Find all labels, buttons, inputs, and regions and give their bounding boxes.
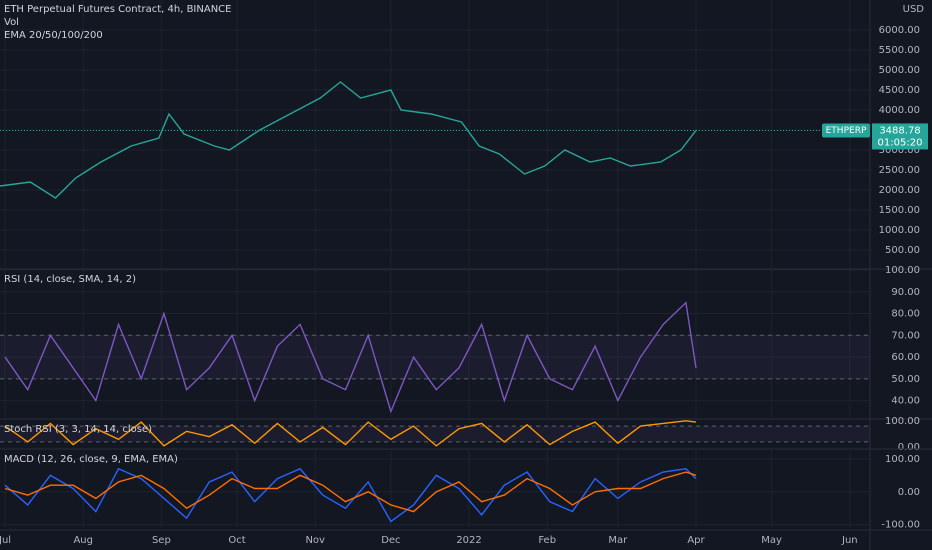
y-tick-label: 100.00: [885, 265, 920, 276]
x-tick-label: Sep: [152, 535, 171, 546]
y-tick-label: 60.00: [891, 352, 920, 363]
series-line: [4, 420, 697, 447]
y-tick-label: 1000.00: [879, 225, 920, 236]
series-line: [4, 471, 697, 513]
countdown-label: 01:05:20: [878, 137, 923, 148]
x-tick-label: Aug: [73, 535, 93, 546]
x-tick-label: May: [761, 535, 782, 546]
x-tick-label: Jun: [841, 535, 858, 546]
x-tick-label: Dec: [381, 535, 400, 546]
y-tick-label: 500.00: [885, 245, 920, 256]
y-tick-label: 80.00: [891, 309, 920, 320]
band-fill: [0, 426, 870, 442]
y-tick-label: 0.00: [898, 442, 920, 453]
y-tick-label: 6000.00: [879, 25, 920, 36]
last-price-label: 3488.78: [879, 125, 920, 136]
pane-annotation: EMA 20/50/100/200: [4, 30, 103, 41]
price-tag: [872, 123, 928, 150]
pane-title: Stoch RSI (3, 3, 14, 14, close): [4, 424, 152, 435]
y-tick-label: 90.00: [891, 287, 920, 298]
symbol-label: ETHPERP: [826, 126, 867, 136]
y-tick-label: 70.00: [891, 330, 920, 341]
axis-unit: USD: [903, 4, 925, 15]
x-tick-label: Feb: [538, 535, 556, 546]
y-tick-label: 0.00: [898, 487, 920, 498]
x-tick-label: Apr: [687, 535, 705, 546]
pane-title: ETH Perpetual Futures Contract, 4h, BINA…: [4, 4, 232, 15]
pane-title: MACD (12, 26, close, 9, EMA, EMA): [4, 454, 178, 465]
series-line: [4, 467, 697, 523]
x-tick-label: Mar: [608, 535, 628, 546]
x-tick-label: Oct: [228, 535, 245, 546]
x-tick-label: 2022: [456, 535, 481, 546]
y-tick-label: 40.00: [891, 396, 920, 407]
y-tick-label: 5500.00: [879, 45, 920, 56]
y-tick-label: 4000.00: [879, 105, 920, 116]
y-tick-label: 50.00: [891, 374, 920, 385]
y-tick-label: 2000.00: [879, 185, 920, 196]
pane-title: RSI (14, close, SMA, 14, 2): [4, 274, 136, 285]
band-fill: [0, 335, 870, 379]
y-tick-label: 100.00: [885, 416, 920, 427]
x-tick-label: Jul: [0, 535, 11, 546]
series-line: [4, 301, 697, 414]
series-line: [0, 81, 697, 199]
y-tick-label: 5000.00: [879, 65, 920, 76]
y-tick-label: -100.00: [881, 520, 920, 531]
y-tick-label: 2500.00: [879, 165, 920, 176]
y-tick-label: 4500.00: [879, 85, 920, 96]
x-tick-label: Nov: [305, 535, 325, 546]
y-tick-label: 1500.00: [879, 205, 920, 216]
symbol-tag: [822, 123, 870, 138]
y-tick-label: 3000.00: [879, 145, 920, 156]
y-tick-label: 100.00: [885, 454, 920, 465]
pane-subtitle: Vol: [4, 17, 19, 28]
